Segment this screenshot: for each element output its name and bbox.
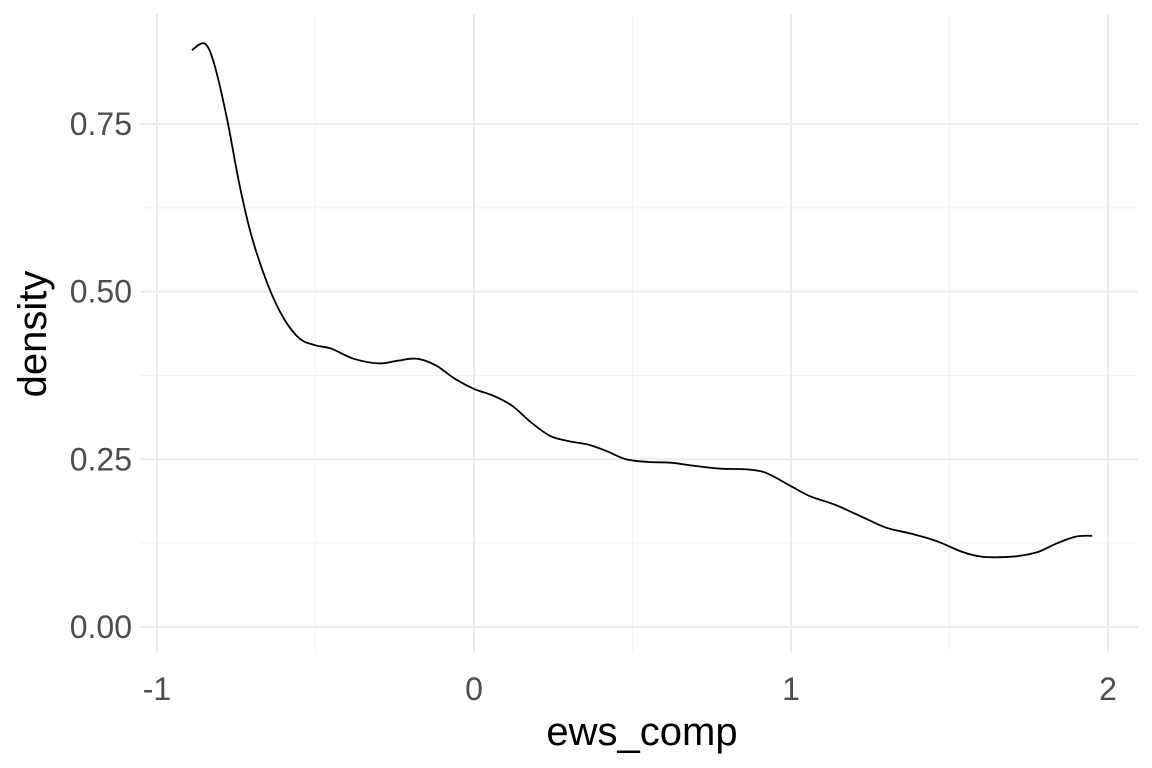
x-tick-label: 1 <box>782 671 800 707</box>
x-axis-tick-labels: -1 0 1 2 <box>143 671 1117 707</box>
y-axis-tick-labels: 0.00 0.25 0.50 0.75 <box>70 106 132 645</box>
density-curve <box>191 42 1093 559</box>
x-tick-label: -1 <box>143 671 171 707</box>
y-tick-label: 0.75 <box>70 106 132 142</box>
major-gridlines <box>140 14 1138 652</box>
y-axis-title: density <box>11 271 55 398</box>
x-tick-label: 2 <box>1099 671 1117 707</box>
plot-panel <box>140 14 1138 652</box>
y-tick-label: 0.25 <box>70 441 132 477</box>
x-axis-title: ews_comp <box>546 710 737 754</box>
y-tick-label: 0.50 <box>70 274 132 310</box>
x-tick-label: 0 <box>465 671 483 707</box>
y-tick-label: 0.00 <box>70 609 132 645</box>
minor-gridlines <box>140 14 1138 652</box>
